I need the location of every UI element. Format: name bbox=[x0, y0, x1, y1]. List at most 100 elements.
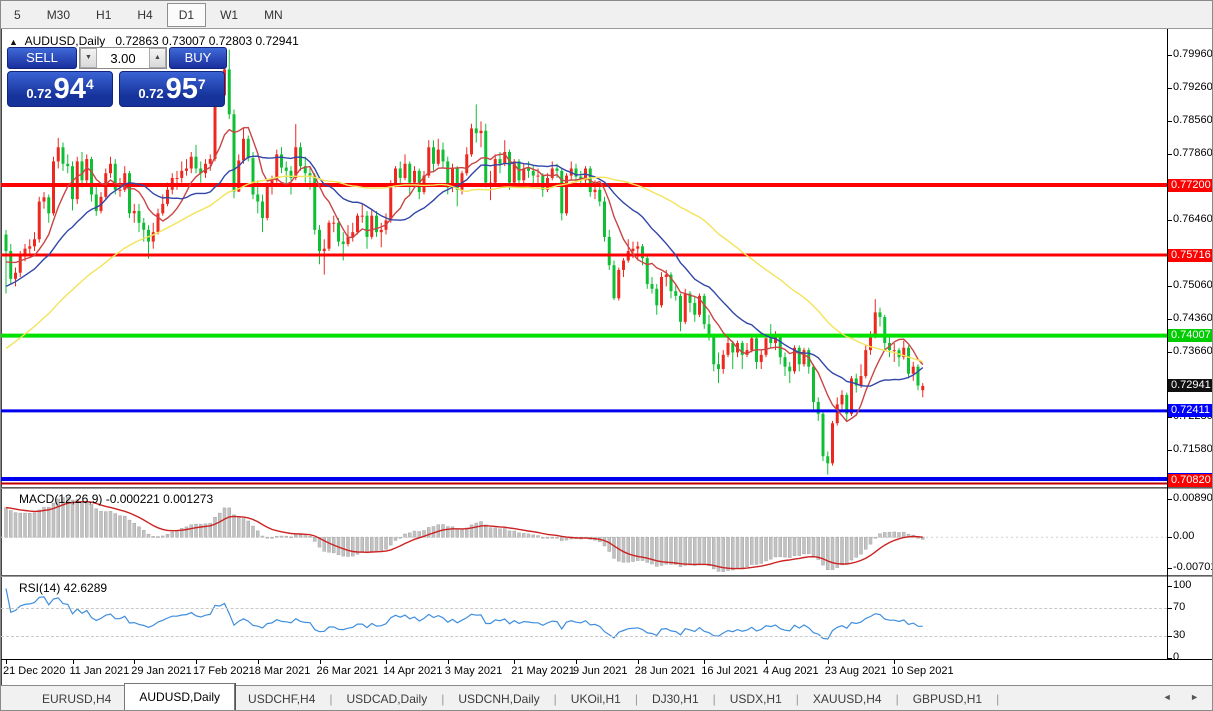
macd-histogram-bar bbox=[659, 536, 664, 566]
date-tick bbox=[637, 660, 639, 664]
tab-dj30-h1[interactable]: DJ30,H1 bbox=[651, 692, 699, 706]
tab-gbpusd-h1[interactable]: GBPUSD,H1 bbox=[912, 692, 983, 706]
macd-histogram-bar bbox=[488, 527, 493, 538]
tab-separator: | bbox=[634, 692, 638, 706]
macd-histogram-bar bbox=[427, 527, 431, 538]
candle-body bbox=[555, 168, 559, 171]
macd-tick-label: -0.007013 bbox=[1173, 561, 1212, 573]
candle-body bbox=[574, 168, 578, 177]
tab-usdx-h1[interactable]: USDX,H1 bbox=[729, 692, 782, 706]
macd-histogram-bar bbox=[526, 533, 531, 538]
macd-histogram-bar bbox=[759, 536, 763, 564]
candle-body bbox=[56, 147, 60, 162]
candle-body bbox=[793, 347, 796, 372]
macd-histogram-bar bbox=[474, 522, 478, 538]
date-tick-label: 29 Jan 2021 bbox=[131, 665, 192, 677]
price-tick bbox=[1167, 417, 1172, 419]
timeframe-button-h1[interactable]: H1 bbox=[96, 7, 112, 22]
tab-usdcnh-daily[interactable]: USDCNH,Daily bbox=[458, 692, 540, 706]
macd-histogram-bar bbox=[156, 536, 160, 538]
macd-pane-divider[interactable] bbox=[1, 487, 1212, 489]
candle-body bbox=[650, 284, 654, 289]
volume-decrease-icon[interactable]: ▼ bbox=[80, 48, 97, 68]
chart-window[interactable] bbox=[1, 29, 1212, 710]
candle-body bbox=[308, 173, 312, 176]
macd-histogram-bar bbox=[360, 536, 364, 553]
macd-histogram-bar bbox=[170, 531, 174, 538]
macd-histogram-bar bbox=[108, 511, 113, 538]
candle-body bbox=[161, 203, 165, 214]
macd-histogram-bar bbox=[260, 535, 265, 538]
tab-usdchf-h4[interactable]: USDCHF,H4 bbox=[248, 692, 316, 706]
price-chart-canvas[interactable] bbox=[1, 29, 1167, 487]
macd-histogram-bar bbox=[773, 536, 778, 558]
candle-body bbox=[660, 276, 663, 306]
candle-body bbox=[764, 338, 768, 355]
candle-body bbox=[33, 239, 36, 247]
rsi-pane-divider[interactable] bbox=[1, 575, 1212, 577]
candle-body bbox=[869, 335, 872, 351]
candle-body bbox=[669, 274, 673, 292]
date-tick-label: 16 Jul 2021 bbox=[701, 665, 759, 677]
candle-body bbox=[726, 343, 730, 355]
tabs-scroll-left-icon[interactable]: ◄ bbox=[1162, 692, 1180, 702]
volume-input[interactable] bbox=[97, 48, 149, 68]
timeframe-button-5[interactable]: 5 bbox=[14, 7, 21, 22]
candle-body bbox=[360, 215, 364, 217]
macd-histogram-bar bbox=[740, 536, 744, 569]
timeframe-button-h4[interactable]: H4 bbox=[137, 7, 153, 22]
candle-body bbox=[745, 350, 749, 355]
date-tick bbox=[447, 660, 449, 664]
sell-button[interactable]: SELL bbox=[7, 47, 77, 69]
timeframe-button-w1[interactable]: W1 bbox=[220, 7, 239, 22]
macd-histogram-bar bbox=[640, 536, 645, 561]
candle-body bbox=[280, 154, 283, 168]
macd-histogram-bar bbox=[821, 536, 825, 566]
one-click-trade-panel: SELL ▼ ▲ BUY 0.72 94 4 0.72 95 7 bbox=[7, 47, 231, 107]
price-tick bbox=[1167, 153, 1172, 155]
buy-button[interactable]: BUY bbox=[169, 47, 227, 69]
timeframe-button-d1[interactable]: D1 bbox=[166, 2, 207, 27]
chart-symbol-period: AUDUSD,Daily bbox=[24, 34, 106, 48]
volume-increase-icon[interactable]: ▲ bbox=[149, 48, 166, 68]
buy-price-box[interactable]: 0.72 95 7 bbox=[119, 71, 225, 107]
macd-pane-canvas[interactable] bbox=[1, 490, 1167, 575]
candle-body bbox=[398, 168, 402, 178]
date-tick bbox=[704, 660, 706, 664]
candle-body bbox=[156, 213, 160, 233]
date-tick bbox=[576, 660, 577, 664]
macd-histogram-bar bbox=[213, 517, 217, 538]
tab-ukoil-h1[interactable]: UKOil,H1 bbox=[570, 692, 621, 706]
candle-body bbox=[550, 168, 554, 178]
macd-histogram-bar bbox=[778, 536, 782, 557]
candle-body bbox=[840, 394, 844, 405]
price-tick bbox=[1167, 351, 1172, 353]
price-tick bbox=[1167, 219, 1172, 221]
date-tick bbox=[72, 660, 74, 664]
sell-price-box[interactable]: 0.72 94 4 bbox=[7, 71, 113, 107]
macd-histogram-bar bbox=[849, 536, 854, 561]
candle-body bbox=[52, 161, 55, 214]
timeframe-button-m30[interactable]: M30 bbox=[46, 7, 71, 22]
candle-body bbox=[916, 366, 920, 386]
tab-usdcad-daily[interactable]: USDCAD,Daily bbox=[346, 692, 428, 706]
collapse-panel-icon[interactable]: ▲ bbox=[9, 37, 18, 47]
timeframe-button-mn[interactable]: MN bbox=[264, 7, 283, 22]
candle-body bbox=[655, 288, 659, 306]
tab-eurusd-h4[interactable]: EURUSD,H4 bbox=[42, 692, 112, 706]
date-tick bbox=[514, 660, 516, 664]
candle-body bbox=[712, 335, 716, 365]
candle-body bbox=[759, 354, 763, 362]
tab-audusd-daily[interactable]: AUDUSD,Daily bbox=[124, 683, 236, 710]
rsi-tick bbox=[1167, 658, 1172, 659]
price-tick-label: 0.74360 bbox=[1173, 311, 1213, 324]
tabs-scroll-right-icon[interactable]: ► bbox=[1190, 692, 1207, 702]
macd-histogram-bar bbox=[840, 536, 844, 566]
tab-xauusd-h4[interactable]: XAUUSD,H4 bbox=[812, 692, 882, 706]
macd-histogram-bar bbox=[403, 533, 407, 538]
macd-histogram-bar bbox=[317, 536, 322, 548]
rsi-pane-canvas[interactable] bbox=[1, 578, 1167, 659]
macd-histogram-bar bbox=[783, 536, 787, 558]
macd-histogram-bar bbox=[265, 536, 269, 539]
date-tick-label: 21 Dec 2020 bbox=[3, 665, 66, 677]
